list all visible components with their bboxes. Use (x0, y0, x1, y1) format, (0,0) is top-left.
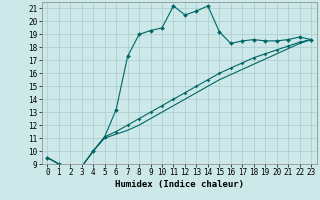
X-axis label: Humidex (Indice chaleur): Humidex (Indice chaleur) (115, 180, 244, 189)
